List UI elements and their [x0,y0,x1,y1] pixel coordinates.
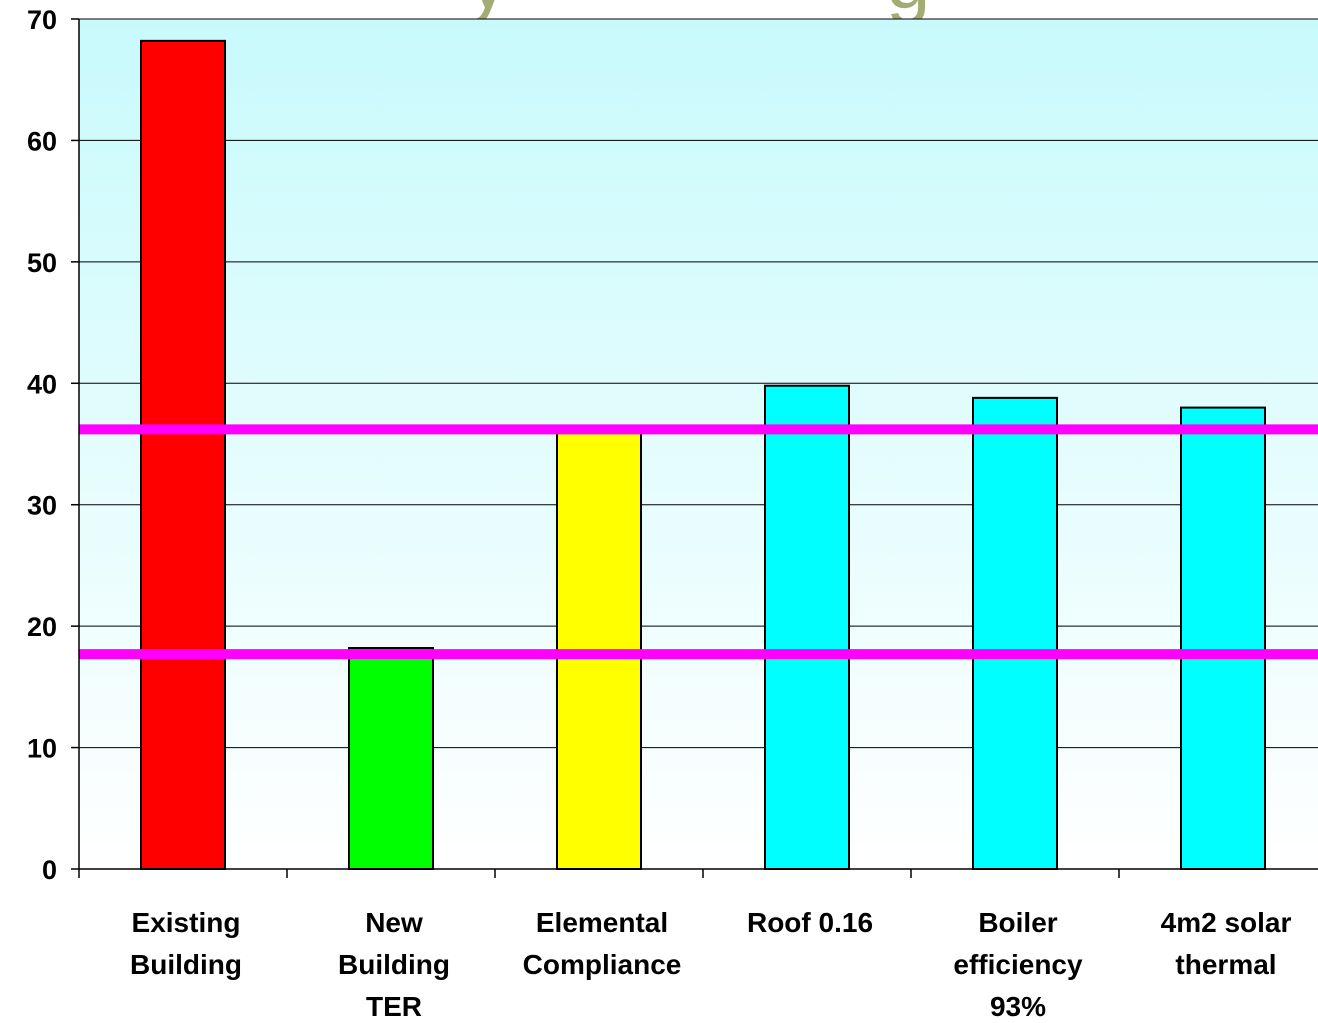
reference-lines [79,424,1318,660]
y-tick-label: 40 [27,369,57,399]
y-tick-label: 20 [27,612,57,642]
bar [140,39,226,871]
x-category-label: Boiler [978,907,1057,938]
x-category-label: TER [366,991,422,1022]
plot-area [79,19,1318,869]
x-category-label: efficiency [953,949,1083,980]
x-category-label: New [365,907,423,938]
x-category-label: Roof 0.16 [747,907,873,938]
axes [71,18,1318,878]
x-category-label: Existing [132,907,241,938]
x-category-label: thermal [1175,949,1276,980]
x-category-label: 93% [990,991,1046,1022]
y-tick-label: 60 [27,126,57,156]
y-tick-label: 0 [42,855,57,885]
y-tick-label: 30 [27,491,57,521]
bar [1180,406,1266,870]
y-tick-labels: 0 10 20 30 40 50 60 70 [27,5,57,885]
x-category-label: Building [338,949,450,980]
x-category-label: Building [130,949,242,980]
bars [140,39,1266,871]
x-category-labels: Existing Building New Building TER Elemental C… [130,907,1291,1022]
y-tick-label: 70 [27,5,57,35]
gridlines [79,18,1318,749]
y-tick-label: 10 [27,734,57,764]
x-category-label: Compliance [523,949,682,980]
y-tick-label: 50 [27,248,57,278]
bar [764,384,850,870]
bar [972,396,1058,870]
x-category-label: Elemental [536,907,668,938]
x-category-label: 4m2 solar [1161,907,1292,938]
bar [348,647,434,870]
